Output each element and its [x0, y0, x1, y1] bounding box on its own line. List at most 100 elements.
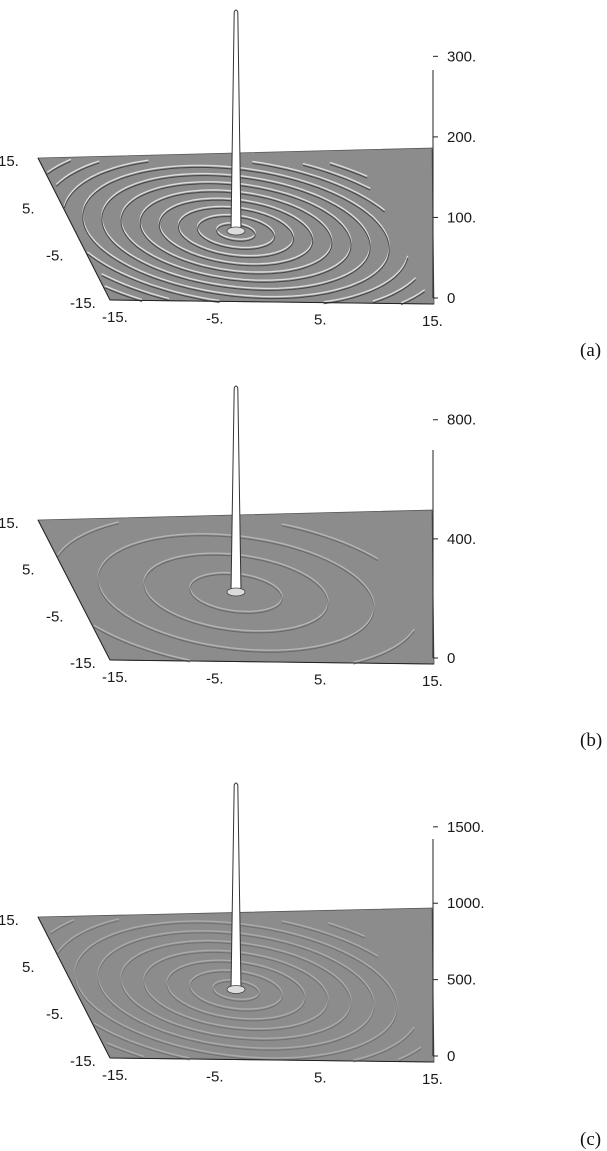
z-tick-label: 0 [447, 1048, 455, 1065]
ripple-ring [81, 164, 391, 298]
ripple-ring-shadow [47, 160, 425, 306]
ripple-ring [97, 930, 375, 1049]
x-axis-line [109, 299, 435, 305]
surface-plot-c: 0 500. 1000. 1500. -15. -5. 5. 15. -15. -5. 5. 15. (… [0, 782, 601, 1150]
z-tick-label: 800. [447, 412, 476, 429]
ripple-ring-shadow [216, 224, 256, 242]
x-tick-label: 5. [314, 672, 327, 689]
y-tick-label: -15. [70, 1053, 96, 1070]
ripple-rings [46, 158, 426, 306]
y-tick-label: -15. [70, 295, 96, 312]
peak-base [226, 985, 246, 994]
ripple-ring-shadow [139, 191, 333, 275]
ripple-ring-shadow [158, 199, 314, 267]
ripple-ring-shadow [189, 574, 283, 614]
ripple-rings [50, 918, 422, 1063]
y-tick-label: 15. [0, 515, 19, 532]
y-tick-label: 15. [0, 912, 19, 929]
ripple-ring [158, 197, 314, 265]
ripple-ring [197, 213, 275, 249]
ripple-ring [74, 920, 398, 1059]
ripple-ring [212, 979, 260, 1000]
ripple-ring-shadow [189, 971, 283, 1012]
x-tick-label: 5. [314, 312, 327, 329]
ripple-ring-shadow [63, 161, 409, 305]
panel-label: (b) [580, 730, 602, 751]
ripple-rings [57, 521, 415, 665]
ripple-ring [143, 552, 329, 632]
ripple-ring-shadow [143, 951, 329, 1032]
ripple-ring-shadow [101, 175, 371, 291]
ripple-ring [189, 969, 283, 1010]
y-tick-label: -5. [46, 1006, 64, 1023]
ripple-ring [189, 571, 283, 613]
z-tick-label: 100. [447, 209, 476, 226]
panel-label: (c) [580, 1129, 601, 1150]
x-tick-label: 15. [422, 313, 443, 330]
x-axis-line [109, 1057, 435, 1063]
ripple-ring-shadow [120, 183, 352, 283]
x-tick-label: -15. [102, 309, 128, 326]
ripple-ring-shadow [177, 207, 295, 259]
z-tick-label: 0 [447, 290, 455, 307]
x-tick-label: 15. [422, 673, 443, 690]
ripple-ring [97, 533, 375, 651]
y-tick-label: 15. [0, 153, 19, 170]
x-tick-label: -5. [206, 1068, 224, 1085]
ripple-ring-shadow [166, 961, 306, 1022]
ripple-ring-shadow [74, 922, 398, 1061]
peak-base [226, 587, 246, 597]
peak-spike [230, 385, 242, 593]
ripple-ring-shadow [120, 942, 352, 1041]
x-tick-label: -15. [102, 1067, 128, 1084]
y-tick-label: -5. [46, 608, 64, 625]
ripple-ring [139, 189, 333, 273]
x-tick-label: -15. [102, 669, 128, 686]
z-tick-label: 0 [447, 650, 455, 667]
ripple-ring [120, 181, 352, 281]
ripple-ring-shadow [197, 216, 275, 250]
peak-spike [230, 9, 242, 232]
y-tick-label: -5. [46, 248, 64, 265]
z-tick-label: 1500. [447, 819, 485, 836]
ripple-ring [63, 159, 409, 303]
y-axis-line [37, 157, 111, 301]
z-tick-label: 300. [447, 48, 476, 65]
ripple-ring-shadow [57, 523, 415, 665]
ripple-ring-shadow [212, 981, 260, 1002]
ripple-ring-shadow [97, 932, 375, 1051]
ripple-ring-shadow [97, 535, 375, 653]
panel-label: (a) [580, 340, 601, 361]
surface-plot-a: 0 100. 200. 300. -15. -5. 5. 15. -15. -5. 5. 15. (a) [0, 9, 601, 361]
ripple-ring [143, 949, 329, 1030]
peak-base [226, 226, 246, 236]
ripple-ring [57, 521, 415, 663]
ripple-ring [166, 959, 306, 1020]
y-tick-label: 5. [22, 959, 35, 976]
y-tick-label: 5. [22, 562, 35, 579]
z-tick-label: 400. [447, 531, 476, 548]
x-tick-label: 15. [422, 1071, 443, 1088]
ripple-ring-shadow [82, 166, 390, 300]
z-tick-label: 1000. [447, 895, 485, 912]
x-tick-label: -5. [206, 670, 224, 687]
ripple-ring [46, 158, 426, 304]
y-tick-label: 5. [22, 200, 35, 217]
y-axis-line [37, 519, 111, 661]
ripple-ring-shadow [143, 554, 329, 634]
x-axis-line [109, 659, 435, 665]
ripple-ring [101, 172, 371, 290]
ripple-ring-shadow [56, 162, 416, 304]
x-tick-label: 5. [314, 1070, 327, 1087]
ripple-ring [57, 918, 415, 1061]
ripple-ring [50, 918, 422, 1061]
y-tick-label: -15. [70, 655, 96, 672]
peak-spike [230, 782, 242, 990]
ripple-ring [177, 205, 295, 257]
z-tick-label: 200. [447, 129, 476, 146]
y-axis-line [37, 916, 111, 1059]
ripple-ring [120, 939, 352, 1040]
z-tick-label: 500. [447, 972, 476, 989]
ripple-ring [55, 160, 417, 302]
